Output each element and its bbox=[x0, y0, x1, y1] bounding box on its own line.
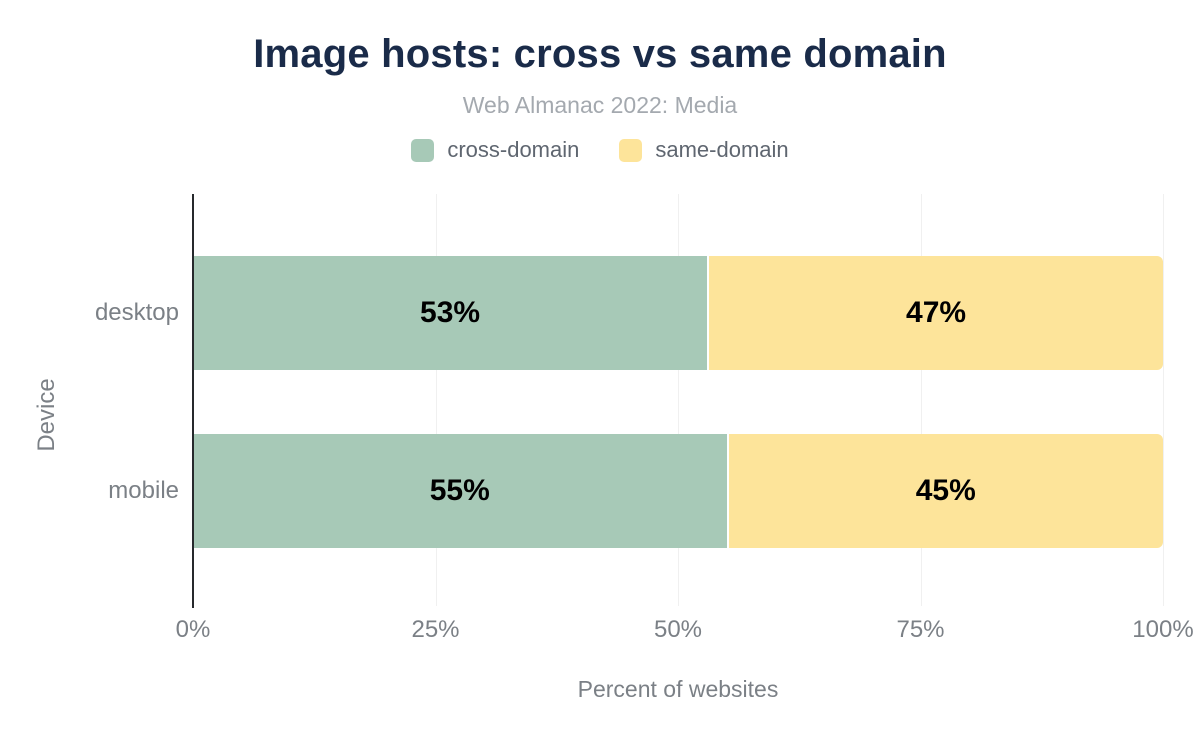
legend-swatch-same-domain bbox=[619, 138, 643, 162]
bar-segment-mobile-same-domain: 45% bbox=[728, 434, 1163, 548]
legend-label-cross-domain: cross-domain bbox=[447, 137, 580, 162]
x-axis-ticks: 0% 25% 50% 75% 100% bbox=[176, 616, 1194, 648]
bar-value-label-desktop-same: 47% bbox=[906, 296, 967, 329]
y-axis-line bbox=[192, 194, 194, 608]
category-label-desktop: desktop bbox=[94, 299, 179, 326]
y-axis-title: Device bbox=[33, 378, 60, 452]
bar-segment-mobile-cross-domain: 55% bbox=[193, 434, 727, 548]
legend-item-same-domain: same-domain bbox=[619, 137, 789, 163]
legend-swatch-cross-domain bbox=[411, 138, 435, 162]
chart-subtitle: Web Almanac 2022: Media bbox=[462, 92, 738, 118]
x-tick-label-75: 75% bbox=[896, 616, 945, 643]
plot-area: 53% 47% 55% 45% desktop mobile bbox=[95, 194, 1164, 608]
bar-segment-desktop-cross-domain: 53% bbox=[193, 256, 708, 370]
gridline-100 bbox=[1163, 194, 1164, 606]
legend-item-cross-domain: cross-domain bbox=[411, 137, 579, 163]
bar-value-label-mobile-same: 45% bbox=[915, 474, 976, 507]
legend-label-same-domain: same-domain bbox=[655, 137, 789, 162]
category-label-mobile: mobile bbox=[108, 477, 179, 504]
x-tick-label-100: 100% bbox=[1132, 616, 1194, 643]
bar-segment-desktop-same-domain: 47% bbox=[709, 256, 1163, 370]
bar-mobile: 55% 45% bbox=[193, 434, 1163, 548]
gridline-75 bbox=[920, 194, 922, 606]
chart-title: Image hosts: cross vs same domain bbox=[253, 32, 947, 76]
x-axis-title: Percent of websites bbox=[577, 676, 779, 702]
x-tick-label-25: 25% bbox=[411, 616, 460, 643]
bar-value-label-mobile-cross: 55% bbox=[429, 474, 490, 507]
legend: cross-domain same-domain bbox=[0, 137, 1200, 163]
x-tick-label-50: 50% bbox=[653, 616, 703, 643]
x-tick-label-0: 0% bbox=[175, 616, 211, 643]
bar-desktop: 53% 47% bbox=[193, 256, 1163, 370]
bar-value-label-desktop-cross: 53% bbox=[420, 296, 481, 329]
gridline-25 bbox=[435, 194, 437, 606]
gridline-50 bbox=[678, 194, 679, 606]
